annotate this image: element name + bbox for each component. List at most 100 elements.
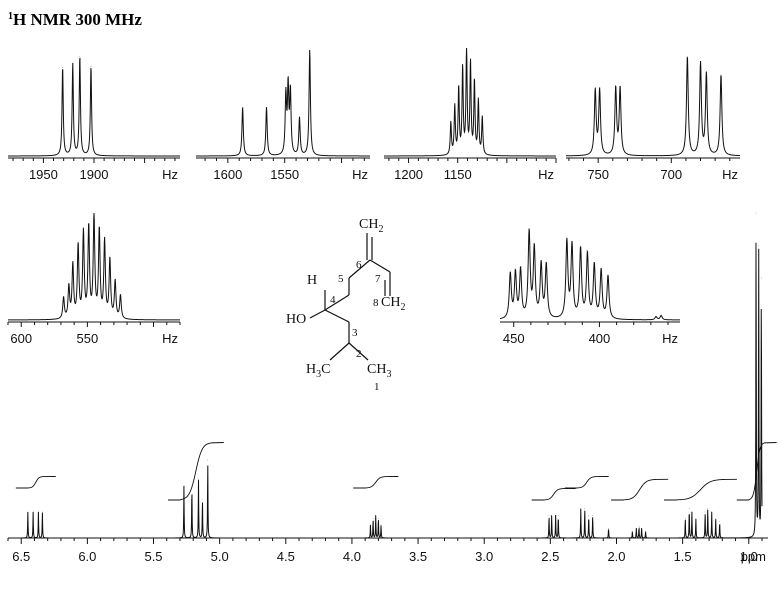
inset-unit-label: Hz	[662, 331, 678, 346]
locant-3: 3	[352, 327, 358, 339]
inset-peak	[285, 96, 287, 97]
bond	[329, 342, 350, 361]
inset-spectra: 1950 1900 Hz 1600 1550 Hz 1200 1150 Hz 750 700 Hz60…	[7, 47, 741, 346]
title-superscript: 1	[8, 11, 13, 22]
inset-spectrum-line	[384, 47, 556, 157]
main-peak	[695, 518, 697, 519]
inset-tick-label: 700	[660, 167, 682, 182]
inset-unit-label: Hz	[722, 167, 738, 182]
figure-title: 1H NMR 300 MHz	[8, 10, 142, 29]
main-peak	[638, 526, 640, 527]
main-peak	[632, 531, 633, 532]
inset-peak	[720, 74, 722, 76]
inset-peak	[470, 63, 471, 65]
inset-peak	[655, 316, 657, 318]
inset-peak	[515, 274, 516, 276]
main-tick-label: 6.5	[12, 549, 30, 564]
inset-peak	[545, 266, 547, 267]
main-peak	[584, 508, 586, 510]
bond	[369, 259, 391, 273]
inset-tick-label: 1550	[270, 167, 299, 182]
main-peak	[608, 527, 609, 529]
inset-6: 450 400 Hz	[499, 228, 680, 346]
inset-peak	[454, 107, 456, 108]
main-tick-label: 1.5	[674, 549, 692, 564]
main-peak	[555, 514, 556, 516]
inset-peak	[88, 228, 90, 230]
bond	[309, 309, 326, 319]
inset-peak	[266, 107, 267, 108]
main-peak	[684, 518, 686, 519]
inset-peak	[533, 250, 535, 251]
main-peak	[704, 511, 706, 513]
inset-peak	[309, 49, 311, 51]
bond	[324, 309, 350, 323]
inset-peak	[607, 276, 609, 278]
main-peak	[551, 514, 552, 516]
main-peak	[207, 459, 209, 461]
inset-peak	[290, 93, 291, 94]
inset-unit-label: Hz	[162, 331, 178, 346]
main-peak	[688, 508, 690, 510]
inset-peak	[104, 242, 105, 244]
inset-peak	[571, 246, 573, 248]
main-peak	[557, 514, 559, 516]
inset-peak	[287, 88, 289, 90]
inset-peak	[90, 66, 92, 67]
inset-peak	[114, 282, 116, 283]
bond	[324, 294, 350, 311]
inset-peak	[77, 246, 79, 248]
inset-tick-label: 1600	[213, 167, 242, 182]
inset-peak	[72, 266, 74, 267]
main-peak	[761, 277, 762, 279]
inset-peak	[481, 117, 483, 119]
inset-tick-label: 400	[589, 331, 611, 346]
main-peak	[711, 511, 713, 513]
bond	[348, 342, 369, 361]
main-tick-label: 2.5	[541, 549, 559, 564]
inset-peak	[63, 298, 64, 299]
main-tick-label: 3.5	[409, 549, 427, 564]
inset-1: 1950 1900 Hz	[8, 56, 180, 182]
integral-trace	[611, 478, 669, 501]
main-peak	[378, 518, 379, 519]
main-peak	[380, 524, 382, 526]
inset-peak	[580, 250, 581, 251]
inset-peak	[72, 63, 74, 65]
inset-peak	[68, 287, 70, 289]
main-tick-label: 5.0	[211, 549, 229, 564]
inset-peak	[93, 218, 95, 219]
inset-peak	[120, 296, 121, 297]
inset-spectrum-line	[8, 57, 180, 157]
inset-5: 600 550 Hz	[7, 212, 181, 346]
inset-peak	[474, 82, 475, 83]
integral-trace	[15, 476, 56, 489]
inset-unit-label: Hz	[352, 167, 368, 182]
main-peak	[645, 531, 646, 532]
title-text: H NMR 300 MHz	[13, 10, 142, 29]
integral-trace	[167, 442, 224, 501]
inset-spectrum-line	[499, 228, 680, 321]
inset-peak	[462, 69, 463, 70]
main-peak	[641, 527, 642, 529]
main-peak	[38, 511, 39, 513]
molecule-structure	[309, 233, 391, 361]
integral-trace	[664, 478, 737, 501]
inset-peak	[587, 255, 588, 257]
inset-spectrum-line	[196, 49, 370, 157]
main-peak	[27, 511, 29, 513]
locant-7: 7	[375, 273, 381, 285]
main-peak	[370, 524, 371, 526]
main-peak	[580, 508, 582, 510]
inset-peak	[98, 231, 100, 233]
main-peak	[548, 514, 550, 516]
main-peak	[375, 514, 377, 516]
inset-spectrum-line	[565, 56, 741, 157]
inset-3: 1200 1150 Hz	[384, 47, 557, 182]
main-peak	[758, 245, 759, 246]
inset-tick-label: 750	[587, 167, 609, 182]
integral-trace	[353, 476, 399, 489]
inset-unit-label: Hz	[538, 167, 554, 182]
